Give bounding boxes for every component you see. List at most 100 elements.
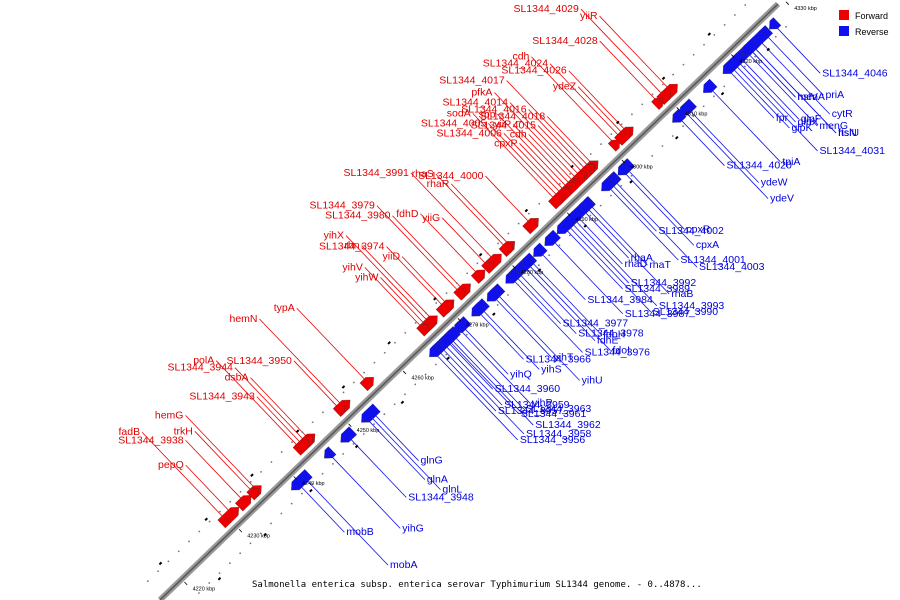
scale-tick: [566, 212, 571, 216]
gene-label: SL1344_3979: [310, 200, 376, 212]
leader-line: [506, 80, 591, 169]
gene-label: yihP: [532, 397, 552, 409]
axis-marker: [616, 120, 620, 125]
gene-arrow-SL1344_3987: [544, 229, 561, 246]
gene-label: SL1344_3980: [325, 210, 391, 222]
leader-line: [215, 360, 301, 449]
gene-label: SL1344_4020: [726, 160, 792, 172]
leader-line: [599, 15, 672, 91]
gene-label: SL1344_3990: [653, 306, 719, 318]
axis-dot: [383, 351, 386, 354]
scale-tick: [293, 476, 297, 480]
leader-line: [585, 206, 670, 295]
axis-marker: [478, 252, 483, 257]
scale-tick-label: 4230 kbp: [247, 534, 270, 540]
axis-dot: [620, 184, 623, 187]
legend: Forward Reverse: [839, 10, 889, 37]
axis-dot: [692, 115, 695, 118]
gene-arrow-cpxA: [617, 163, 630, 176]
gene-label: SL1344_4000: [418, 170, 484, 182]
leader-line: [364, 267, 424, 330]
axis-dot: [651, 93, 654, 96]
axis-dot: [362, 433, 365, 435]
gene-label: tpiA: [782, 156, 800, 168]
gene-arrow-SL1344_3979: [453, 288, 466, 301]
leader-line: [328, 453, 401, 529]
gene-label: yiiR: [580, 10, 598, 22]
gene-label: yihQ: [510, 368, 532, 380]
axis-dot: [342, 453, 345, 455]
axis-dot: [641, 103, 644, 106]
gene-label: pfkA: [471, 87, 492, 99]
axis-dot: [682, 63, 685, 66]
leader-line: [296, 307, 369, 384]
gene-label: SL1344_3966: [526, 353, 592, 365]
gene-features: [217, 17, 782, 529]
leader-line: [480, 307, 540, 370]
axis-dot: [640, 164, 643, 167]
axis-dot: [259, 532, 262, 535]
axis-dot: [579, 224, 581, 227]
leader-line: [566, 223, 651, 313]
leader-line: [485, 175, 533, 226]
leader-line: [519, 143, 567, 193]
axis-dot: [239, 552, 242, 555]
gene-label: SL1344_3960: [495, 383, 561, 395]
gene-labels: SL1344_4018 SL1344_4026 yiiR SL1344_4017yde…: [118, 3, 888, 571]
gene-label: SL1344_3958: [526, 428, 592, 440]
scale-tick-label: 4280 kbp: [521, 270, 544, 276]
axis-dot: [270, 461, 273, 463]
gene-label: yiiP: [494, 118, 511, 130]
axis-dot: [692, 53, 695, 56]
axis-marker: [492, 312, 496, 316]
leader-line: [509, 102, 582, 178]
axis-marker: [661, 76, 666, 81]
gene-arrow-mobB: [291, 474, 308, 491]
axis-marker: [263, 532, 267, 537]
axis-dot: [445, 353, 448, 356]
axis-marker: [295, 429, 300, 433]
gene-arrow-glpK: [724, 57, 740, 72]
leader-line: [727, 68, 775, 119]
leader-line: [452, 334, 525, 410]
leader-line: [461, 325, 509, 375]
axis-dot: [425, 312, 427, 314]
leader-line: [622, 170, 695, 246]
leader-line: [599, 40, 659, 103]
axis-marker: [387, 341, 391, 345]
axis-dot: [558, 182, 561, 185]
axis-dot: [208, 520, 211, 523]
axis-dot: [167, 560, 170, 563]
axis-dot: [764, 45, 767, 48]
gene-arrow-yihS: [473, 298, 490, 315]
axis-dot: [466, 272, 469, 275]
gene-arrow-fdoI: [521, 255, 535, 268]
leader-line: [773, 24, 821, 74]
axis-dot: [743, 65, 746, 68]
leader-line: [514, 274, 561, 324]
axis-dot: [311, 421, 314, 424]
gene-arrow-SL1344_3943: [294, 439, 309, 454]
gene-arrow-SL1344_4028: [651, 97, 664, 110]
gene-label: cpxP: [494, 137, 517, 149]
axis-dot: [249, 480, 252, 483]
axis-dot: [548, 192, 551, 195]
leader-line: [443, 343, 503, 406]
gene-label: fdoI: [613, 345, 631, 357]
axis-marker: [537, 268, 542, 272]
scale-tick: [184, 581, 188, 586]
gene-label: fpr: [776, 112, 789, 124]
leader-line: [492, 295, 552, 358]
gene-label: SL1344_4017: [439, 75, 505, 87]
axis-dot: [280, 512, 283, 515]
gene-arrow-SL1344_3961: [440, 329, 458, 346]
leader-line: [568, 70, 628, 133]
axis-dot: [383, 413, 386, 416]
axis-dot: [177, 550, 180, 553]
gene-label: fdoH: [603, 329, 625, 341]
leader-line: [613, 179, 698, 268]
scale-tick-label: 4320 kbp: [740, 59, 763, 65]
axis-dot: [527, 274, 530, 277]
axis-dot: [713, 95, 715, 98]
leader-line: [371, 411, 419, 461]
